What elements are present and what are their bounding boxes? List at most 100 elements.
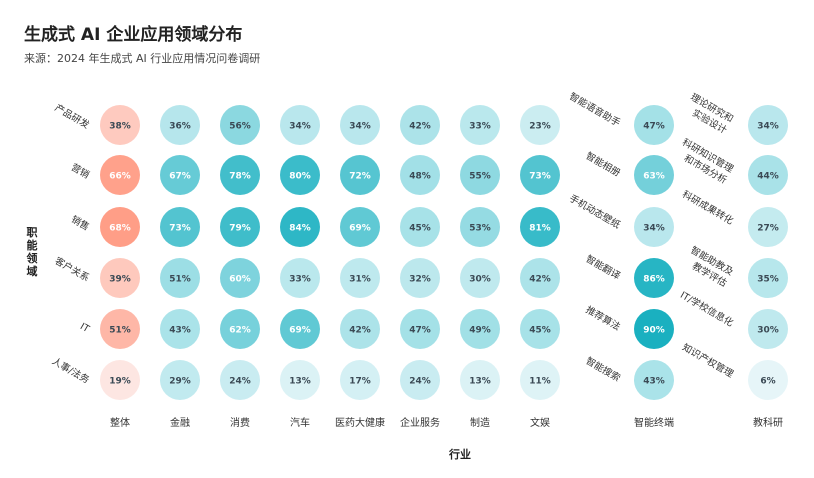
data-bubble — [460, 360, 500, 400]
data-bubble — [340, 105, 380, 145]
data-bubble — [160, 309, 200, 349]
data-label: 62% — [229, 326, 251, 336]
column-label: 智能终端 — [634, 416, 674, 429]
data-bubble — [100, 155, 140, 195]
page-title: 生成式 AI 企业应用领域分布 — [24, 25, 243, 45]
data-label: 72% — [349, 172, 371, 182]
data-bubble — [280, 155, 320, 195]
data-label: 86% — [643, 275, 665, 285]
row-label: 知识产权管理 — [680, 341, 736, 380]
data-bubble — [100, 360, 140, 400]
row-label-line: IT/学校信息化 — [678, 289, 736, 329]
column-label: 金融 — [170, 416, 190, 429]
data-label: 34% — [349, 122, 371, 132]
data-label: 73% — [169, 224, 191, 234]
row-label-line: 知识产权管理 — [680, 341, 736, 380]
data-label: 45% — [529, 326, 551, 336]
data-bubble — [100, 309, 140, 349]
data-bubble — [220, 258, 260, 298]
data-bubble — [634, 105, 674, 145]
data-bubble — [460, 155, 500, 195]
row-label-line: 科研成果转化 — [680, 188, 736, 227]
row-label: 科研知识管理和市场分析 — [674, 136, 736, 186]
row-label: 销售 — [69, 213, 91, 233]
data-bubble — [280, 258, 320, 298]
column-label: 汽车 — [290, 416, 310, 429]
data-label: 73% — [529, 172, 551, 182]
y-axis-title: 职 — [27, 226, 38, 239]
data-bubble — [520, 207, 560, 247]
data-bubble — [400, 105, 440, 145]
data-label: 56% — [229, 122, 251, 132]
row-label: 智能相册 — [584, 150, 623, 180]
data-label: 30% — [469, 275, 491, 285]
data-label: 44% — [757, 172, 779, 182]
data-label: 34% — [643, 224, 665, 234]
x-axis-title: 行业 — [448, 447, 471, 461]
data-label: 42% — [409, 122, 431, 132]
data-label: 33% — [469, 122, 491, 132]
data-bubble — [520, 360, 560, 400]
row-label: 智能搜索 — [584, 355, 623, 384]
data-label: 68% — [109, 224, 131, 234]
data-label: 34% — [289, 122, 311, 132]
row-label: 智能助教及教学评估 — [682, 244, 736, 290]
data-bubble — [160, 155, 200, 195]
data-label: 6% — [760, 377, 775, 387]
data-bubble — [220, 207, 260, 247]
data-bubble — [100, 258, 140, 298]
data-bubble — [160, 105, 200, 145]
data-bubble — [220, 155, 260, 195]
data-bubble — [400, 207, 440, 247]
data-bubble — [280, 360, 320, 400]
column-label: 企业服务 — [400, 416, 440, 429]
data-bubble — [160, 207, 200, 247]
data-label: 24% — [229, 377, 251, 387]
data-label: 90% — [643, 326, 665, 336]
page-subtitle: 来源：2024 年生成式 AI 行业应用情况问卷调研 — [24, 52, 261, 65]
data-label: 55% — [469, 172, 491, 182]
column-label: 文娱 — [530, 416, 550, 429]
y-axis-title: 能 — [27, 238, 38, 252]
data-label: 13% — [289, 377, 311, 387]
data-label: 36% — [169, 122, 191, 132]
data-bubble — [220, 360, 260, 400]
data-bubble — [100, 105, 140, 145]
row-label: IT/学校信息化 — [678, 289, 736, 329]
row-label: 理论研究和实验设计 — [682, 91, 736, 137]
data-label: 80% — [289, 172, 311, 182]
row-label: 推荐算法 — [584, 304, 623, 333]
data-bubble — [280, 207, 320, 247]
data-label: 81% — [529, 224, 551, 234]
data-label: 17% — [349, 377, 371, 387]
data-label: 69% — [289, 326, 311, 336]
data-bubble — [340, 207, 380, 247]
data-bubble — [100, 207, 140, 247]
data-bubble — [400, 155, 440, 195]
data-label: 45% — [409, 224, 431, 234]
data-bubble — [400, 360, 440, 400]
data-bubble — [340, 155, 380, 195]
data-bubble — [460, 309, 500, 349]
data-label: 38% — [109, 122, 131, 132]
data-label: 35% — [757, 275, 779, 285]
data-bubble — [748, 155, 788, 195]
data-bubble — [220, 105, 260, 145]
data-label: 51% — [169, 275, 191, 285]
row-label: 客户关系 — [53, 255, 92, 284]
data-label: 11% — [529, 377, 551, 387]
data-bubble — [748, 258, 788, 298]
column-label: 制造 — [470, 416, 490, 429]
data-bubble — [520, 309, 560, 349]
data-label: 48% — [409, 172, 431, 182]
data-label: 39% — [109, 275, 131, 285]
data-bubble — [160, 258, 200, 298]
data-label: 60% — [229, 275, 251, 285]
data-label: 33% — [289, 275, 311, 285]
row-label: 手机动态壁纸 — [567, 192, 623, 231]
data-label: 30% — [757, 326, 779, 336]
data-label: 78% — [229, 172, 251, 182]
row-label: IT — [78, 321, 91, 335]
data-label: 13% — [469, 377, 491, 387]
